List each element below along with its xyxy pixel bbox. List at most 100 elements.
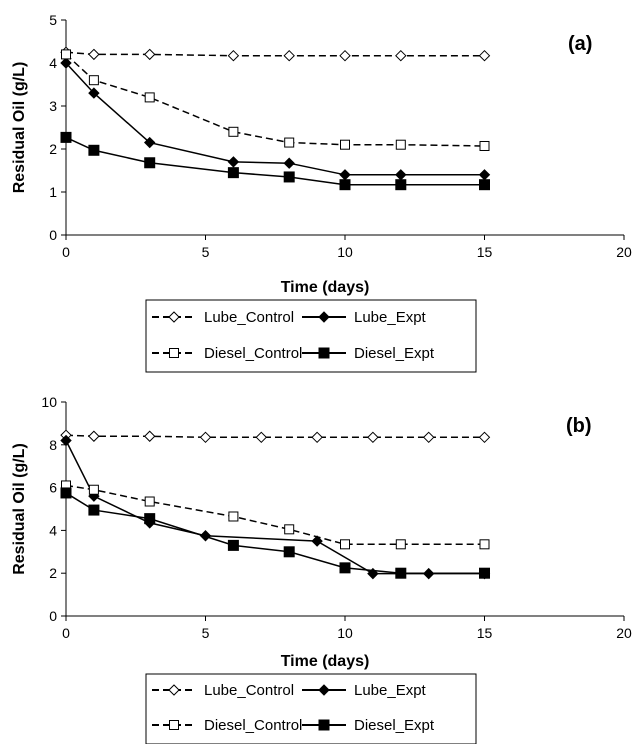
data-point-lube-expt: [480, 170, 490, 180]
y-tick-label: 2: [49, 141, 57, 157]
x-tick-label: 20: [616, 244, 632, 260]
data-point-lube-expt: [284, 158, 294, 168]
data-point-diesel-control: [396, 540, 405, 549]
data-point-lube-control: [284, 51, 294, 61]
data-point-lube-expt: [424, 569, 434, 579]
series-line-lube-control: [66, 52, 485, 55]
data-point-lube-control: [228, 51, 238, 61]
data-point-lube-control: [480, 432, 490, 442]
y-tick-label: 5: [49, 12, 57, 28]
data-point-lube-expt: [312, 536, 322, 546]
data-point-lube-control: [424, 432, 434, 442]
data-point-diesel-control: [341, 140, 350, 149]
data-point-lube-expt: [396, 170, 406, 180]
data-point-lube-control: [201, 432, 211, 442]
y-tick-label: 8: [49, 437, 57, 453]
legend-label: Diesel_Expt: [354, 345, 435, 362]
y-tick-label: 6: [49, 480, 57, 496]
data-point-diesel-expt: [480, 180, 490, 190]
data-point-diesel-expt: [228, 168, 238, 178]
data-point-lube-control: [89, 49, 99, 59]
legend-label: Diesel_Control: [204, 717, 302, 734]
data-point-lube-control: [89, 431, 99, 441]
y-tick-label: 0: [49, 227, 57, 243]
x-axis-title: Time (days): [281, 653, 370, 670]
y-axis-title: Residual Oil (g/L): [11, 62, 28, 194]
legend-key-lube-control-marker: [169, 312, 179, 322]
data-point-diesel-control: [62, 50, 71, 59]
data-point-lube-control: [145, 49, 155, 59]
legend: Lube_Control Lube_Expt Diesel_Control Diese…: [146, 300, 476, 372]
legend-label: Lube_Expt: [354, 309, 427, 326]
y-axis-title: Residual Oil (g/L): [11, 443, 28, 575]
data-point-diesel-control: [480, 141, 489, 150]
legend-key-lube-expt-marker: [319, 685, 329, 695]
legend-label: Diesel_Control: [204, 345, 302, 362]
series-line-lube-control: [66, 435, 485, 437]
data-point-diesel-expt: [340, 563, 350, 573]
data-point-diesel-control: [145, 497, 154, 506]
data-point-diesel-control: [89, 485, 98, 494]
y-tick-label: 10: [41, 394, 57, 410]
data-point-lube-control: [480, 51, 490, 61]
data-point-lube-control: [145, 431, 155, 441]
data-point-diesel-expt: [145, 514, 155, 524]
x-tick-label: 10: [337, 625, 353, 641]
panel-label: (b): [566, 415, 592, 437]
y-tick-label: 4: [49, 522, 57, 538]
data-point-diesel-expt: [145, 158, 155, 168]
data-point-diesel-expt: [61, 488, 71, 498]
series-line-diesel-control: [66, 54, 485, 146]
data-point-lube-control: [312, 432, 322, 442]
data-point-diesel-control: [396, 140, 405, 149]
legend-key-lube-control-marker: [169, 685, 179, 695]
legend-key-lube-expt-marker: [319, 312, 329, 322]
x-tick-label: 15: [477, 625, 493, 641]
legend: Lube_Control Lube_Expt Diesel_Control Diese…: [146, 674, 476, 744]
legend-label: Lube_Expt: [354, 682, 427, 699]
y-tick-label: 2: [49, 565, 57, 581]
x-tick-label: 10: [337, 244, 353, 260]
data-point-lube-control: [396, 51, 406, 61]
chart-panel-1: 0 1 2 3 4 5 0 5 10 15 20 Time (days) Residual Oil (g…: [11, 12, 632, 372]
y-tick-label: 4: [49, 55, 57, 71]
data-point-lube-expt: [201, 531, 211, 541]
data-point-diesel-expt: [396, 568, 406, 578]
legend-label: Lube_Control: [204, 682, 294, 699]
legend-key-diesel-expt-marker: [319, 348, 329, 358]
x-tick-label: 0: [62, 625, 70, 641]
x-tick-label: 15: [477, 244, 493, 260]
data-point-lube-control: [368, 432, 378, 442]
data-point-lube-expt: [228, 157, 238, 167]
data-point-diesel-expt: [228, 540, 238, 550]
legend-label: Lube_Control: [204, 309, 294, 326]
legend-key-diesel-control-marker: [170, 349, 179, 358]
x-axis-title: Time (days): [281, 279, 370, 296]
data-point-lube-control: [256, 432, 266, 442]
data-point-diesel-control: [229, 127, 238, 136]
y-tick-label: 3: [49, 98, 57, 114]
data-point-diesel-control: [89, 76, 98, 85]
series-line-diesel-expt: [66, 493, 485, 573]
series-line-lube-expt: [66, 441, 485, 574]
data-point-diesel-expt: [89, 145, 99, 155]
legend-key-diesel-control-marker: [170, 721, 179, 730]
data-point-diesel-expt: [284, 172, 294, 182]
panel-label: (a): [568, 33, 592, 55]
x-tick-label: 5: [202, 244, 210, 260]
data-point-diesel-control: [145, 93, 154, 102]
chart-panel-2: 0 2 4 6 8 10 0 5 10 15 20 Time (days) Residual Oil (…: [11, 394, 632, 744]
data-point-diesel-expt: [340, 180, 350, 190]
data-point-diesel-control: [285, 525, 294, 534]
data-point-diesel-control: [480, 540, 489, 549]
legend-label: Diesel_Expt: [354, 717, 435, 734]
data-point-diesel-expt: [480, 568, 490, 578]
data-point-lube-expt: [340, 170, 350, 180]
y-tick-label: 0: [49, 608, 57, 624]
x-tick-label: 20: [616, 625, 632, 641]
data-point-diesel-control: [229, 512, 238, 521]
data-point-diesel-control: [285, 138, 294, 147]
data-point-diesel-expt: [396, 180, 406, 190]
x-tick-label: 5: [202, 625, 210, 641]
